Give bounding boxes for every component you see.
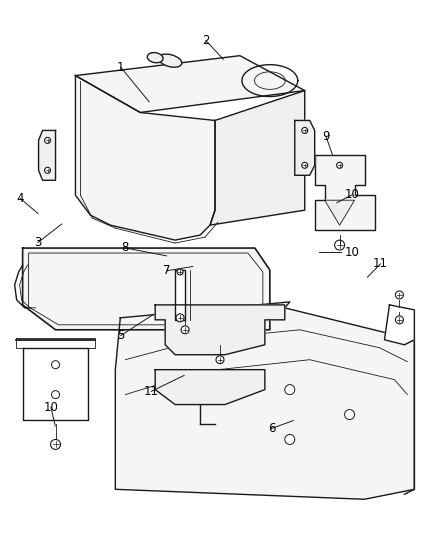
Text: 5: 5	[117, 329, 124, 342]
Polygon shape	[23, 348, 88, 419]
Text: 3: 3	[34, 236, 42, 249]
Ellipse shape	[52, 361, 60, 369]
Polygon shape	[115, 302, 414, 499]
Polygon shape	[210, 91, 305, 225]
Polygon shape	[325, 200, 355, 225]
Text: 1: 1	[117, 61, 124, 74]
Polygon shape	[175, 270, 185, 320]
Polygon shape	[75, 76, 215, 240]
Text: 7: 7	[163, 264, 170, 277]
Polygon shape	[155, 370, 265, 405]
Text: 6: 6	[268, 422, 275, 435]
Ellipse shape	[147, 53, 163, 63]
Polygon shape	[155, 305, 285, 355]
Ellipse shape	[337, 163, 343, 168]
Ellipse shape	[396, 316, 403, 324]
Ellipse shape	[285, 385, 295, 394]
Polygon shape	[295, 120, 314, 175]
Text: 9: 9	[322, 130, 330, 143]
Ellipse shape	[345, 409, 355, 419]
Ellipse shape	[285, 434, 295, 445]
Ellipse shape	[176, 314, 184, 322]
Ellipse shape	[216, 356, 224, 364]
Polygon shape	[314, 155, 374, 230]
Ellipse shape	[45, 167, 50, 173]
Ellipse shape	[52, 391, 60, 399]
Polygon shape	[75, 55, 305, 112]
Polygon shape	[23, 248, 270, 330]
Ellipse shape	[45, 138, 50, 143]
Ellipse shape	[335, 240, 345, 250]
Text: 11: 11	[144, 385, 159, 398]
Ellipse shape	[181, 326, 189, 334]
Ellipse shape	[177, 269, 183, 275]
Text: 2: 2	[202, 34, 210, 47]
Ellipse shape	[50, 439, 60, 449]
Text: 11: 11	[373, 257, 388, 270]
Text: 10: 10	[43, 401, 58, 414]
Ellipse shape	[302, 127, 308, 133]
Polygon shape	[16, 338, 95, 348]
Ellipse shape	[159, 54, 182, 67]
Polygon shape	[39, 131, 56, 180]
Text: 10: 10	[345, 246, 360, 259]
Text: 4: 4	[17, 192, 24, 205]
Ellipse shape	[396, 291, 403, 299]
Polygon shape	[385, 305, 414, 345]
Text: 8: 8	[121, 241, 129, 254]
Ellipse shape	[302, 163, 308, 168]
Text: 10: 10	[345, 188, 360, 201]
